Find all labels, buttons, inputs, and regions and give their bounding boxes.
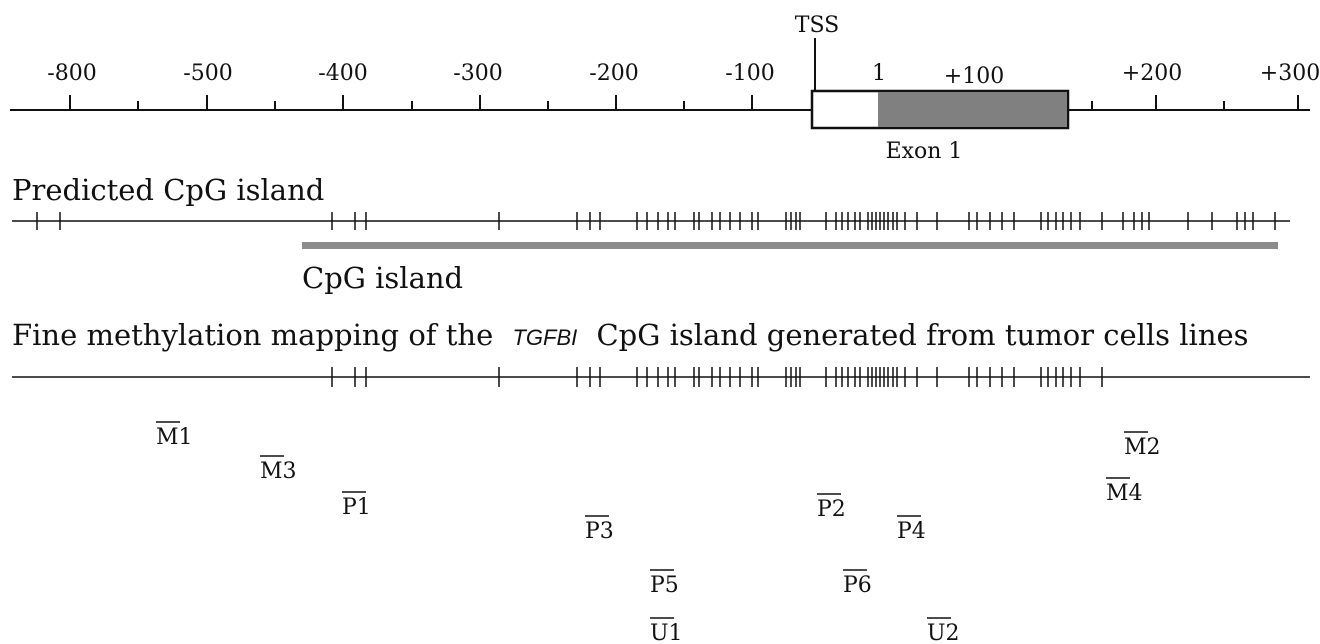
primer-label: M2 (1124, 435, 1161, 460)
cpg-island-label: CpG island (302, 261, 463, 295)
tick-label-minus500: -500 (183, 61, 232, 86)
primer-label: P1 (342, 495, 371, 520)
tick-label-1: 1 (872, 61, 886, 86)
exon1-coding-region (878, 92, 1067, 127)
primer-p1: P1 (342, 491, 371, 520)
primer-p5: P5 (650, 569, 679, 598)
primer-m1: M1 (156, 421, 193, 450)
predicted-cpg-track: Predicted CpG island (12, 173, 1290, 230)
primer-u1: U1 (650, 617, 683, 644)
tick-label-plus300: +300 (1260, 61, 1320, 86)
primer-p2: P2 (817, 493, 846, 522)
primer-m4: M4 (1106, 477, 1143, 506)
tick-label-minus300: -300 (453, 61, 502, 86)
primer-label: P4 (897, 519, 926, 544)
primer-m2: M2 (1124, 431, 1161, 460)
exon1-label: Exon 1 (886, 139, 963, 164)
axis-ticks (69, 95, 1299, 110)
fine-mapping-title-start: Fine methylation mapping of the (12, 318, 493, 352)
tss-label: TSS (795, 13, 839, 38)
predicted-cpg-title: Predicted CpG island (12, 173, 324, 207)
primer-label: P2 (817, 497, 846, 522)
primer-p6: P6 (843, 569, 872, 598)
fine-mapping-track: Fine methylation mapping of the TGFBI Cp… (12, 318, 1310, 387)
primer-label: U2 (927, 621, 960, 644)
primer-label: M4 (1106, 481, 1143, 506)
tick-label-plus100: +100 (944, 64, 1004, 89)
tick-label-minus200: -200 (589, 61, 638, 86)
primer-label: M1 (156, 425, 193, 450)
primer-p4: P4 (897, 515, 926, 544)
primer-label: P3 (585, 519, 614, 544)
fine-mapping-title: Fine methylation mapping of the TGFBI Cp… (12, 318, 1249, 352)
fine-mapping-sites (331, 367, 1103, 387)
primer-label: P5 (650, 573, 679, 598)
primer-labels: M1 M3 P1 P3 P5 U1 P2 P6 P4 U2 M2 M4 (156, 421, 1161, 644)
cpg-island-track: CpG island (302, 242, 1278, 295)
primer-label: U1 (650, 621, 683, 644)
primer-m3: M3 (260, 455, 297, 484)
tick-label-minus800: -800 (47, 61, 96, 86)
gene-name: TGFBI (512, 325, 577, 350)
primer-u2: U2 (927, 617, 960, 644)
primer-label: P6 (843, 573, 872, 598)
tick-label-plus200: +200 (1122, 61, 1182, 86)
tick-label-minus400: -400 (318, 61, 367, 86)
cpg-island-bar (302, 242, 1278, 249)
scale-axis: -800 -500 -400 -300 -200 -100 1 +100 +20… (10, 13, 1320, 164)
primer-p3: P3 (585, 515, 614, 544)
primer-label: M3 (260, 459, 297, 484)
predicted-cpg-sites (36, 212, 1276, 230)
tick-label-minus100: -100 (725, 61, 774, 86)
fine-mapping-title-end: CpG island generated from tumor cells li… (596, 318, 1248, 352)
